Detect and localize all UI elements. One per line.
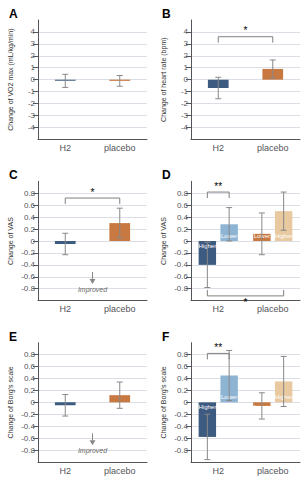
svg-text:placebo: placebo [104,304,136,314]
svg-text:**: ** [214,342,222,353]
svg-text:*: * [244,25,248,36]
svg-text:-0.4: -0.4 [174,422,188,431]
svg-text:Higher: Higher [199,404,217,410]
svg-text:-0.2: -0.2 [21,248,35,257]
svg-text:Improved: Improved [78,286,108,294]
svg-text:1: 1 [184,63,189,72]
svg-text:-0.6: -0.6 [174,434,188,443]
svg-text:A: A [9,7,18,21]
svg-text:Higher: Higher [275,233,293,239]
svg-text:-1: -1 [28,87,36,96]
svg-text:-0.8: -0.8 [21,446,35,455]
svg-text:*: * [91,187,95,198]
svg-text:Lower: Lower [221,233,238,239]
svg-text:H2: H2 [212,466,224,476]
svg-text:Change of VAS: Change of VAS [7,217,15,265]
svg-text:0: 0 [31,398,36,407]
svg-text:H2: H2 [212,304,224,314]
svg-text:0.4: 0.4 [177,374,189,383]
svg-text:0.2: 0.2 [177,386,189,395]
svg-text:F: F [162,330,169,344]
svg-text:Lower: Lower [221,394,238,401]
svg-text:Higher: Higher [274,394,293,401]
svg-text:0: 0 [184,75,189,84]
svg-text:-0.6: -0.6 [21,434,35,443]
svg-text:-2: -2 [181,99,189,108]
svg-text:0: 0 [31,237,36,246]
svg-text:B: B [162,7,171,21]
svg-text:4: 4 [184,27,189,36]
svg-text:Change of Borg's scale: Change of Borg's scale [7,366,15,438]
svg-text:Lower: Lower [253,233,270,239]
svg-text:-0.8: -0.8 [174,284,188,293]
svg-text:placebo: placebo [104,466,136,476]
svg-text:0.2: 0.2 [24,386,36,395]
svg-text:C: C [9,168,18,182]
svg-text:0.6: 0.6 [24,362,36,371]
svg-text:2: 2 [184,51,189,60]
svg-text:-4: -4 [28,123,36,132]
svg-text:-0.8: -0.8 [21,284,35,293]
svg-text:3: 3 [184,39,189,48]
svg-text:Change of heart rate (bpm): Change of heart rate (bpm) [160,37,168,121]
svg-text:-0.4: -0.4 [174,260,188,269]
svg-text:0.6: 0.6 [24,201,36,210]
svg-text:-0.6: -0.6 [174,272,188,281]
svg-text:placebo: placebo [257,304,289,314]
svg-text:placebo: placebo [104,143,136,153]
svg-text:0.2: 0.2 [24,225,36,234]
svg-text:*: * [244,297,248,308]
svg-text:0.8: 0.8 [24,189,36,198]
svg-text:H2: H2 [212,143,224,153]
svg-text:Improved: Improved [78,447,108,455]
svg-text:0: 0 [184,398,189,407]
svg-text:-3: -3 [28,111,36,120]
svg-text:0.4: 0.4 [24,374,36,383]
svg-text:Lower: Lower [253,404,270,411]
svg-text:Change of VO2 max (mL/kg/min): Change of VO2 max (mL/kg/min) [7,29,15,131]
svg-text:-0.6: -0.6 [21,272,35,281]
svg-text:-0.8: -0.8 [174,446,188,455]
svg-text:-2: -2 [28,99,36,108]
svg-text:0.2: 0.2 [177,225,189,234]
svg-text:0.8: 0.8 [177,350,189,359]
svg-text:2: 2 [31,51,36,60]
svg-text:4: 4 [31,27,36,36]
svg-text:placebo: placebo [257,143,289,153]
svg-text:0.4: 0.4 [177,213,189,222]
svg-text:**: ** [214,181,222,192]
svg-text:placebo: placebo [257,466,289,476]
svg-text:Higher: Higher [198,243,217,249]
svg-text:-3: -3 [181,111,189,120]
svg-text:0.8: 0.8 [177,189,189,198]
svg-text:Change of VAS: Change of VAS [160,217,168,265]
svg-text:-0.4: -0.4 [21,260,35,269]
svg-text:-0.2: -0.2 [174,248,188,257]
svg-text:Change of Borg's scale: Change of Borg's scale [160,366,168,438]
svg-text:0.8: 0.8 [24,350,36,359]
svg-text:3: 3 [31,39,36,48]
svg-text:0.6: 0.6 [177,201,189,210]
svg-text:E: E [9,330,17,344]
svg-text:H2: H2 [59,143,71,153]
svg-text:-1: -1 [181,87,189,96]
svg-text:-0.2: -0.2 [21,410,35,419]
svg-text:-0.2: -0.2 [174,410,188,419]
svg-text:0.6: 0.6 [177,362,189,371]
svg-text:0.4: 0.4 [24,213,36,222]
svg-text:H2: H2 [59,466,71,476]
svg-text:0: 0 [184,237,189,246]
svg-text:D: D [162,168,171,182]
svg-text:1: 1 [31,63,36,72]
svg-text:-0.4: -0.4 [21,422,35,431]
svg-text:H2: H2 [59,304,71,314]
svg-text:-4: -4 [181,123,189,132]
svg-text:0: 0 [31,75,36,84]
